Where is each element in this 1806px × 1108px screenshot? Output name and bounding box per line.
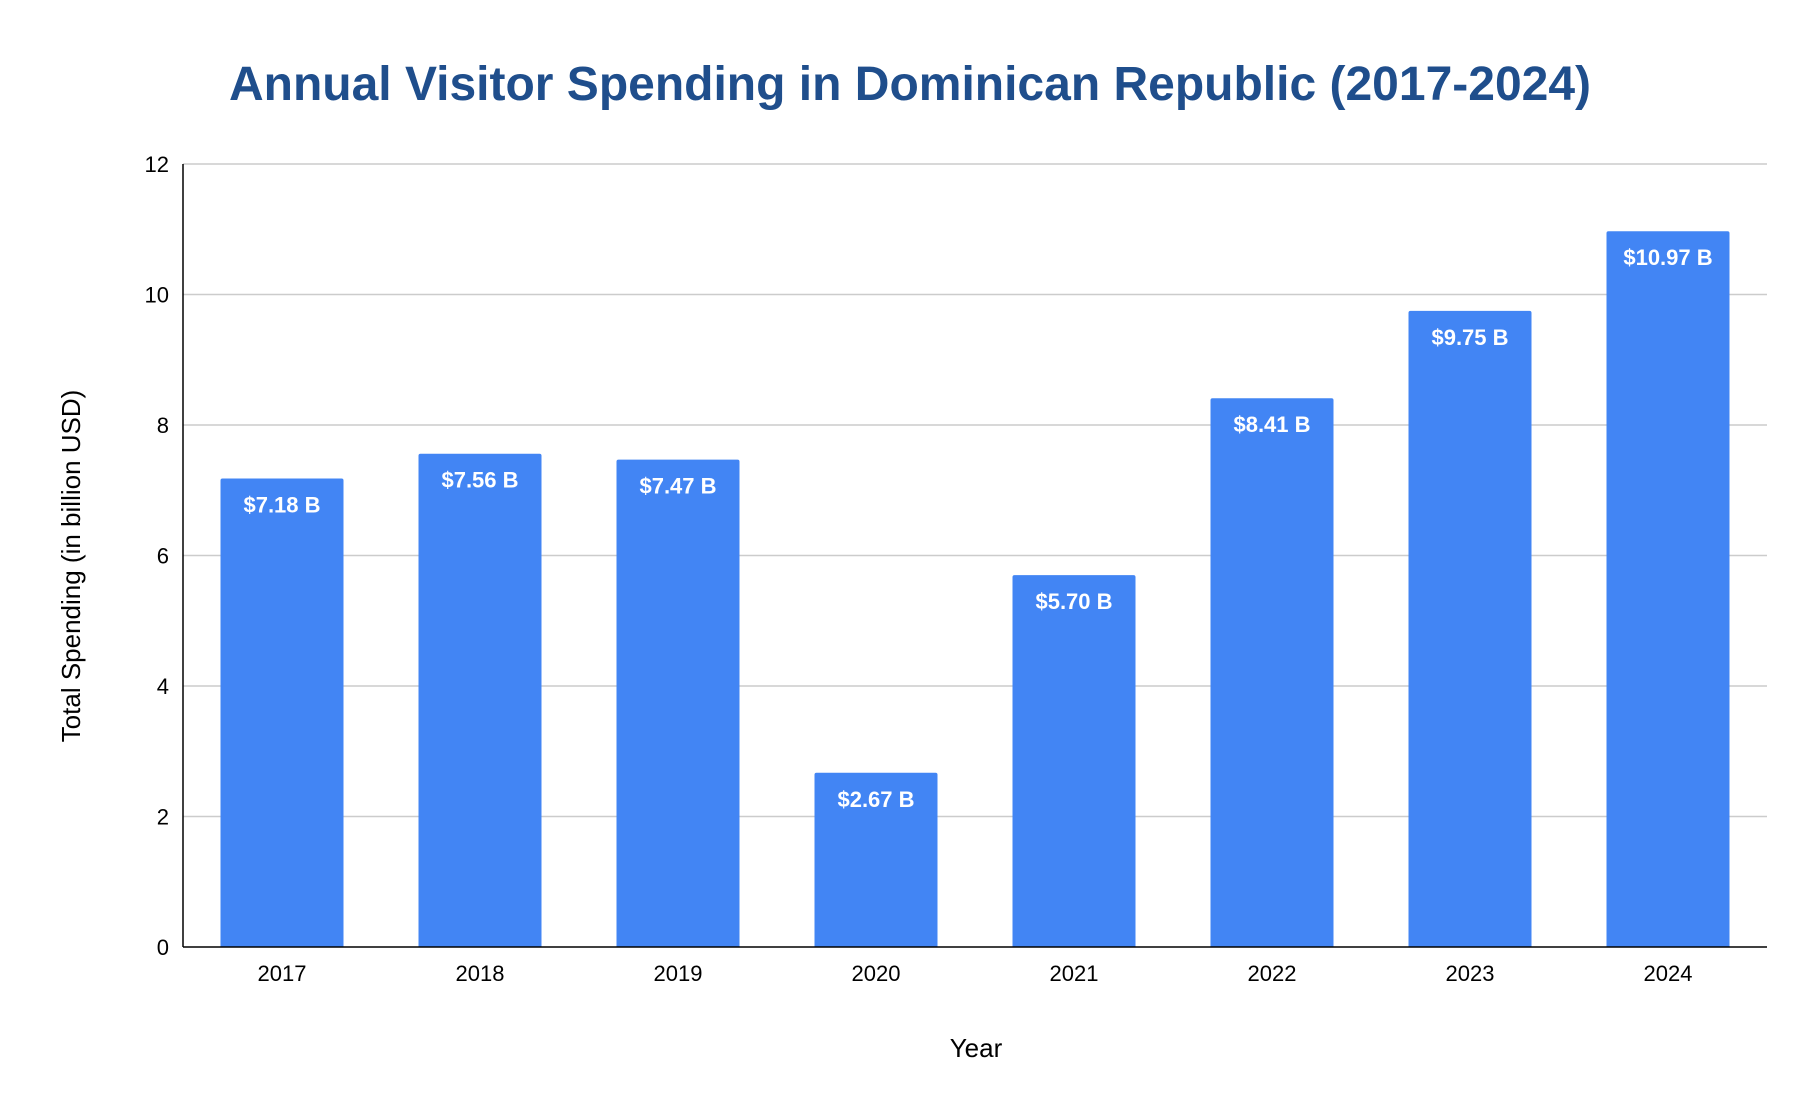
y-axis-title: Total Spending (in billion USD) [56, 390, 86, 743]
bar-2023 [1408, 310, 1532, 947]
bar-2020 [814, 772, 938, 947]
x-tick-label: 2017 [258, 961, 307, 986]
bar-data-label: $8.41 B [1233, 412, 1310, 437]
bars [220, 231, 1730, 947]
y-axis-ticks: 0 2 4 6 8 10 12 [145, 152, 169, 960]
y-tick-label: 10 [145, 283, 169, 308]
bar-2019 [616, 459, 740, 947]
bar-2022 [1210, 398, 1334, 947]
x-tick-label: 2023 [1446, 961, 1495, 986]
bar-data-label: $7.18 B [243, 493, 320, 518]
bar-data-labels: $7.18 B $7.56 B $7.47 B $2.67 B $5.70 B $8.41… [243, 245, 1712, 812]
bar-data-label: $7.47 B [639, 474, 716, 499]
bar-data-label: $9.75 B [1431, 325, 1508, 350]
x-tick-label: 2021 [1050, 961, 1099, 986]
y-tick-label: 8 [157, 413, 169, 438]
y-tick-label: 0 [157, 935, 169, 960]
bar-2024 [1606, 231, 1730, 947]
y-tick-label: 2 [157, 805, 169, 830]
chart-title: Annual Visitor Spending in Dominican Rep… [229, 58, 1591, 111]
x-tick-label: 2020 [852, 961, 901, 986]
x-axis-title: Year [950, 1033, 1003, 1063]
bar-2017 [220, 478, 344, 947]
y-tick-label: 12 [145, 152, 169, 177]
x-tick-label: 2022 [1248, 961, 1297, 986]
bar-2018 [418, 453, 542, 947]
x-tick-label: 2024 [1644, 961, 1693, 986]
y-tick-label: 6 [157, 544, 169, 569]
bar-data-label: $5.70 B [1035, 589, 1112, 614]
y-tick-label: 4 [157, 674, 169, 699]
bar-2021 [1012, 575, 1136, 947]
x-tick-label: 2019 [654, 961, 703, 986]
bar-data-label: $10.97 B [1623, 245, 1712, 270]
x-axis-ticks: 2017 2018 2019 2020 2021 2022 2023 2024 [258, 961, 1693, 986]
bar-data-label: $7.56 B [441, 468, 518, 493]
x-tick-label: 2018 [456, 961, 505, 986]
bar-data-label: $2.67 B [837, 787, 914, 812]
